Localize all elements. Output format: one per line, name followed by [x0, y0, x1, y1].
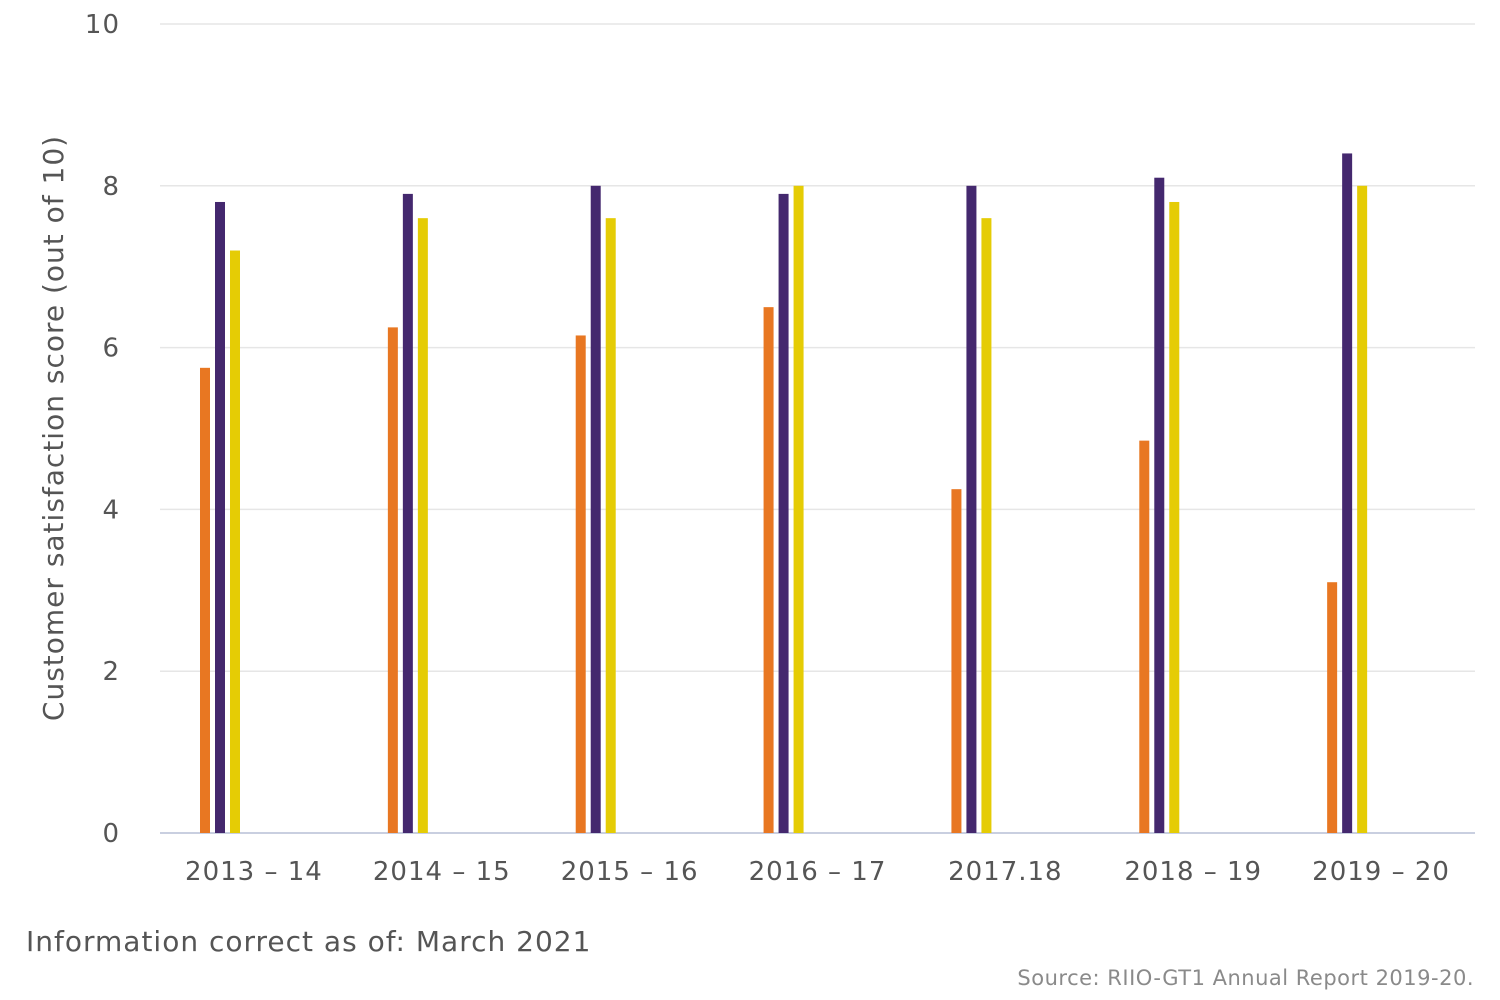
bar-series2-0 [215, 201, 225, 834]
y-tick-label: 10 [85, 10, 120, 40]
y-tick-label: 0 [102, 819, 120, 849]
x-axis-ticks: 2013 – 14 2014 – 15 2015 – 16 2016 – 17 2017… [185, 857, 1450, 887]
x-tick-label: 2019 – 20 [1312, 857, 1450, 887]
x-tick-label: 2014 – 15 [373, 857, 511, 887]
bar-series1-0 [200, 367, 210, 833]
y-tick-label: 8 [102, 172, 120, 202]
y-tick-label: 4 [102, 495, 120, 525]
grid-lines [160, 23, 1475, 834]
bars [200, 153, 1368, 834]
x-tick-label: 2016 – 17 [749, 857, 887, 887]
y-axis-label: Customer satisfaction score (out of 10) [37, 135, 70, 721]
bar-series2-4 [966, 185, 977, 834]
bar-series1-6 [1327, 582, 1338, 833]
bar-series3-5 [1169, 201, 1180, 834]
bar-series2-2 [590, 185, 601, 834]
bar-series3-1 [417, 218, 428, 833]
x-tick-label: 2017.18 [948, 857, 1063, 887]
info-note: Information correct as of: March 2021 [26, 925, 592, 958]
y-tick-label: 6 [102, 334, 120, 364]
bar-series2-1 [402, 193, 413, 833]
bar-series3-6 [1357, 185, 1368, 834]
bar-series1-3 [763, 307, 774, 833]
y-tick-label: 2 [102, 657, 120, 687]
bar-series1-5 [1139, 440, 1150, 833]
bar-series2-6 [1342, 153, 1353, 833]
bar-series1-2 [575, 335, 586, 833]
bar-series3-0 [230, 250, 240, 833]
bar-series2-3 [778, 193, 789, 833]
bar-series3-3 [793, 185, 804, 834]
bar-series1-4 [951, 489, 962, 833]
x-tick-label: 2013 – 14 [185, 857, 323, 887]
bar-series3-4 [981, 218, 992, 833]
source-note: Source: RIIO-GT1 Annual Report 2019-20. [1017, 966, 1474, 990]
bar-series1-1 [387, 327, 398, 833]
bar-series2-5 [1154, 177, 1165, 833]
y-axis-ticks: 0 2 4 6 8 10 [85, 10, 120, 849]
x-tick-label: 2018 – 19 [1124, 857, 1262, 887]
x-tick-label: 2015 – 16 [561, 857, 699, 887]
bar-series3-2 [605, 218, 616, 833]
